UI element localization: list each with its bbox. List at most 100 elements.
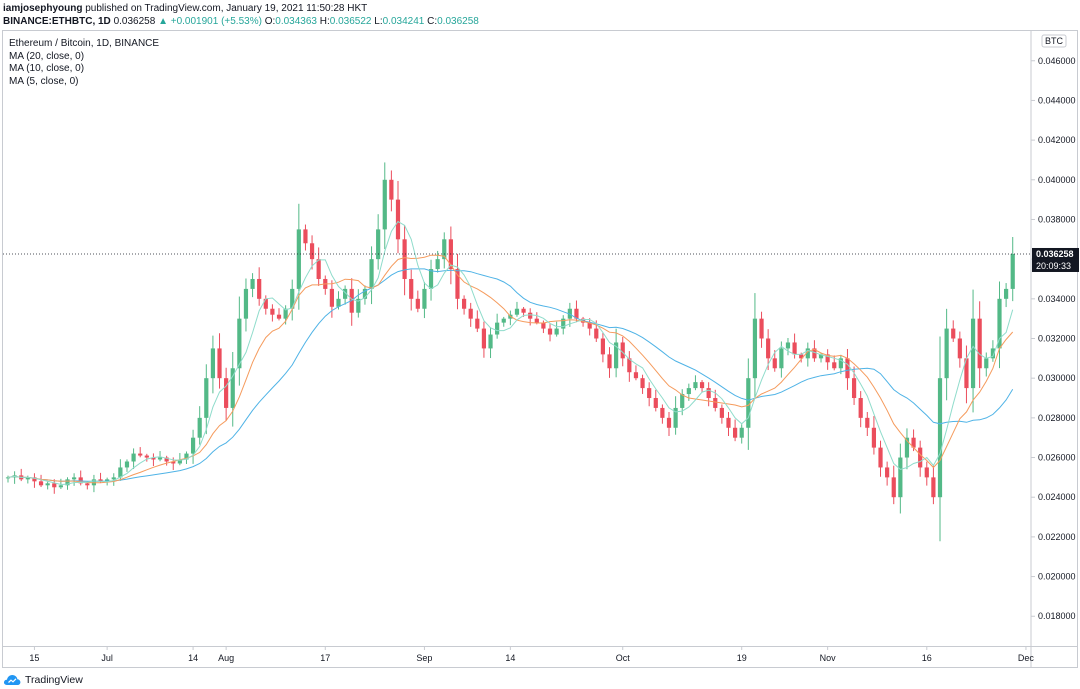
y-tick-label: 0.032000 [1038,334,1076,344]
candle-body [442,239,447,260]
candle-body [937,378,943,498]
y-tick-label: 0.026000 [1038,453,1076,463]
candle-body [838,358,843,369]
candle-body [98,479,103,482]
candle-body [1004,288,1009,299]
candle-body [276,314,282,319]
price-label-box [1032,247,1079,260]
candle-body [772,358,777,369]
candle-body [977,318,982,369]
x-tick-label: 17 [320,653,330,663]
legend-ma5: MA (5, close, 0) [9,75,79,87]
candle-body [217,348,222,379]
candle-body [283,308,288,319]
footer-brand[interactable]: TradingView [3,672,83,688]
candle-body [607,354,612,369]
candle-body [891,477,896,498]
y-tick-label: 0.028000 [1038,413,1076,423]
open-value: 0.034363 [275,16,317,27]
candle-body [144,455,149,458]
candle-body [224,378,229,408]
candle-body [138,453,143,456]
candle-body [72,477,77,480]
candle-body [931,477,936,498]
candle-body [785,342,791,349]
candle-body [832,362,837,369]
candle-body [164,457,169,462]
y-tick-label: 0.038000 [1038,214,1076,224]
candle-body [885,467,890,478]
candle-body [904,437,910,458]
high-label: H: [319,16,330,27]
candle-body [303,229,308,244]
candle-body [5,477,11,479]
candle-body [362,288,368,299]
candle-body [237,318,242,369]
candle-body [171,461,176,464]
price-change: ▲ +0.001901 (+5.53%) [158,16,262,27]
candle-body [395,199,401,240]
candle-body [85,483,90,486]
x-tick-label: Sep [416,653,432,663]
candle-body [455,269,460,299]
candle-body [713,398,718,408]
x-tick-label: Nov [820,653,837,663]
candle-body [627,358,632,373]
legend-ma20: MA (20, close, 0) [9,50,85,62]
candle-body [561,318,566,329]
candle-body [680,394,685,408]
candle-body [296,229,301,289]
candle-body [706,388,711,399]
candle-body [356,298,361,313]
high-value: 0.036522 [329,16,372,27]
candle-body [204,378,209,418]
candle-body [957,338,962,359]
candle-body [230,368,235,408]
y-tick-label: 0.046000 [1038,56,1076,66]
candle-body [984,358,989,369]
x-tick-label: Aug [218,653,234,663]
publisher-line: iamjosephyoung published on TradingView.… [3,2,367,15]
candle-body [825,354,830,363]
candle-body [263,298,268,309]
candle-body [766,338,771,359]
candle-body [990,348,995,359]
candle-body [409,278,414,299]
candle-body [970,318,976,389]
candle-body [911,437,916,448]
candle-body [495,322,500,335]
candle-body [32,477,37,482]
candle-body [746,378,751,428]
candle-body [944,328,949,379]
candle-body [587,322,592,329]
candle-body [45,483,50,486]
candle-body [547,328,553,335]
legend-ma10: MA (10, close, 0) [9,63,85,74]
candle-body [402,239,407,279]
close-label: C: [427,16,438,27]
open-label: O: [264,16,276,27]
candle-body [924,467,929,478]
candle-body [918,447,923,468]
candle-body [752,318,758,379]
candle-body [415,298,420,309]
candle-body [951,328,956,339]
candle-body [131,453,136,462]
candle-body [422,288,427,309]
publisher-name: iamjosephyoung [3,3,83,14]
candle-body [336,298,341,307]
candle-body [118,467,123,478]
candle-body [964,358,969,389]
x-tick-label: Jul [101,653,113,663]
price-label: 0.036258 [1036,249,1074,259]
candle-body [574,308,579,319]
candle-body [686,388,691,395]
last-price: 0.036258 [113,16,156,27]
candle-body [376,229,381,260]
candle-body [151,457,156,460]
x-tick-label: 19 [737,653,747,663]
ohlc-line: BINANCE:ETHBTC, 1D 0.036258 ▲ +0.001901 … [3,15,479,28]
y-tick-label: 0.040000 [1038,175,1076,185]
low-label: L: [374,16,383,27]
